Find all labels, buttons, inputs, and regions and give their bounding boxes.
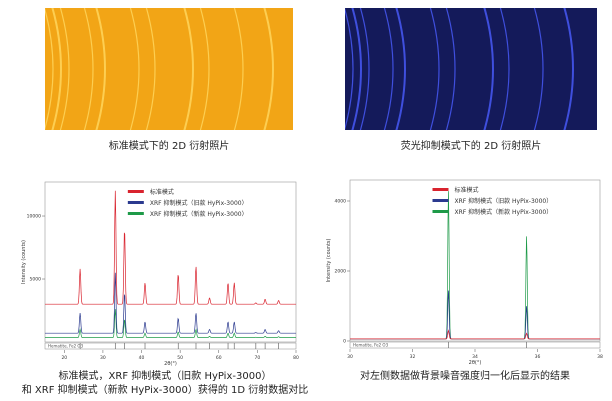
reference-pattern-bar [44,342,297,350]
series-line [45,272,296,334]
legend-label: 标准模式 [150,188,174,196]
x-tick-label: 70 [255,355,261,361]
reference-label: Hematite, Fe2 O3 [48,344,84,349]
caption-standard-image: 标准模式下的 2D 衍射照片 [108,141,230,152]
y-tick-label: 10000 [27,214,41,220]
chart-normalized: 30 32 34 36 38 0 2000 4000 2θ(°) Intensity (count… [326,179,603,366]
caption-xrf-image: 荧光抑制模式下的 2D 衍射照片 [400,141,542,152]
legend-label: XRF 抑制模式（旧款 HyPix-3000） [150,199,248,207]
x-tick-label: 34 [472,354,478,360]
diffraction-ring [499,8,510,130]
diffraction-ring [183,8,194,130]
diffraction-ring [359,8,370,130]
2d-diffraction-image-standard [45,8,293,130]
series-line [45,190,296,305]
diffraction-ring [429,8,440,130]
diffraction-ring [145,8,156,130]
diffraction-ring [129,8,140,130]
legend-swatch [432,210,449,213]
x-axis-label: 2θ(°) [164,361,177,367]
diffraction-ring [533,8,544,130]
legend-swatch [432,199,449,202]
caption-left-line1: 标准模式，XRF 抑制模式（旧款 HyPix-3000） [58,371,272,382]
caption-left-line2: 和 XRF 抑制模式（新款 HyPix-3000）获得的 1D 衍射数据对比 [21,385,309,396]
diffraction-ring [199,8,210,130]
diffraction-ring [483,8,494,130]
y-tick-label: 4000 [335,199,347,205]
y-tick-label: 2000 [335,269,347,275]
image-background [45,8,293,130]
legend-label: XRF 抑制模式（新款 HyPix-3000） [455,208,553,216]
diffraction-ring [95,8,106,130]
plot-frame [44,181,297,343]
image-background [345,8,597,130]
diffraction-ring [383,8,394,130]
x-tick-label: 20 [61,355,67,361]
legend-label: 标准模式 [455,186,479,194]
y-tick-label: 0 [343,339,346,345]
y-axis-label: Intensity (counts) [326,238,332,282]
legend-label: XRF 抑制模式（旧款 HyPix-3000） [455,197,553,205]
diffraction-ring [233,8,244,130]
legend-swatch [432,188,449,191]
diffraction-ring [59,8,70,130]
legend-swatch [127,190,144,193]
plot-frame [349,179,601,342]
legend-swatch [127,201,144,204]
x-tick-label: 80 [293,355,299,361]
x-tick-label: 30 [347,354,353,360]
x-tick-label: 60 [216,355,222,361]
reference-label: Hematite, Fe2 O3 [353,343,389,348]
y-axis-label: Intensity (counts) [21,240,27,284]
diffraction-ring [395,8,406,130]
x-tick-label: 50 [177,355,183,361]
diffraction-ring [51,8,62,130]
diffraction-ring [445,8,456,130]
diffraction-ring [345,8,354,130]
diffraction-ring [263,8,274,130]
series-line [45,309,296,338]
2d-diffraction-image-xrf-suppressed [345,8,597,130]
diffraction-ring [83,8,94,130]
x-tick-label: 30 [100,355,106,361]
chart-1d-comparison: 20 30 40 50 60 70 80 5000 10000 2θ(°) Intensity (c… [21,181,299,367]
series-line [350,329,600,340]
x-axis-label: 2θ(°) [469,360,482,366]
x-tick-label: 36 [535,354,541,360]
series-line [350,290,600,340]
reference-pattern-bar [349,341,601,349]
diffraction-ring [563,8,574,130]
x-tick-label: 32 [410,354,416,360]
caption-right: 对左侧数据做背景噪音强度归一化后显示的结果 [360,371,570,382]
legend-swatch [127,212,144,215]
diffraction-ring [45,8,54,130]
diffraction-ring [351,8,362,130]
x-tick-label: 38 [597,354,603,360]
y-tick-label: 5000 [30,277,42,283]
x-tick-label: 40 [139,355,145,361]
legend-label: XRF 抑制模式（新款 HyPix-3000） [150,210,248,218]
